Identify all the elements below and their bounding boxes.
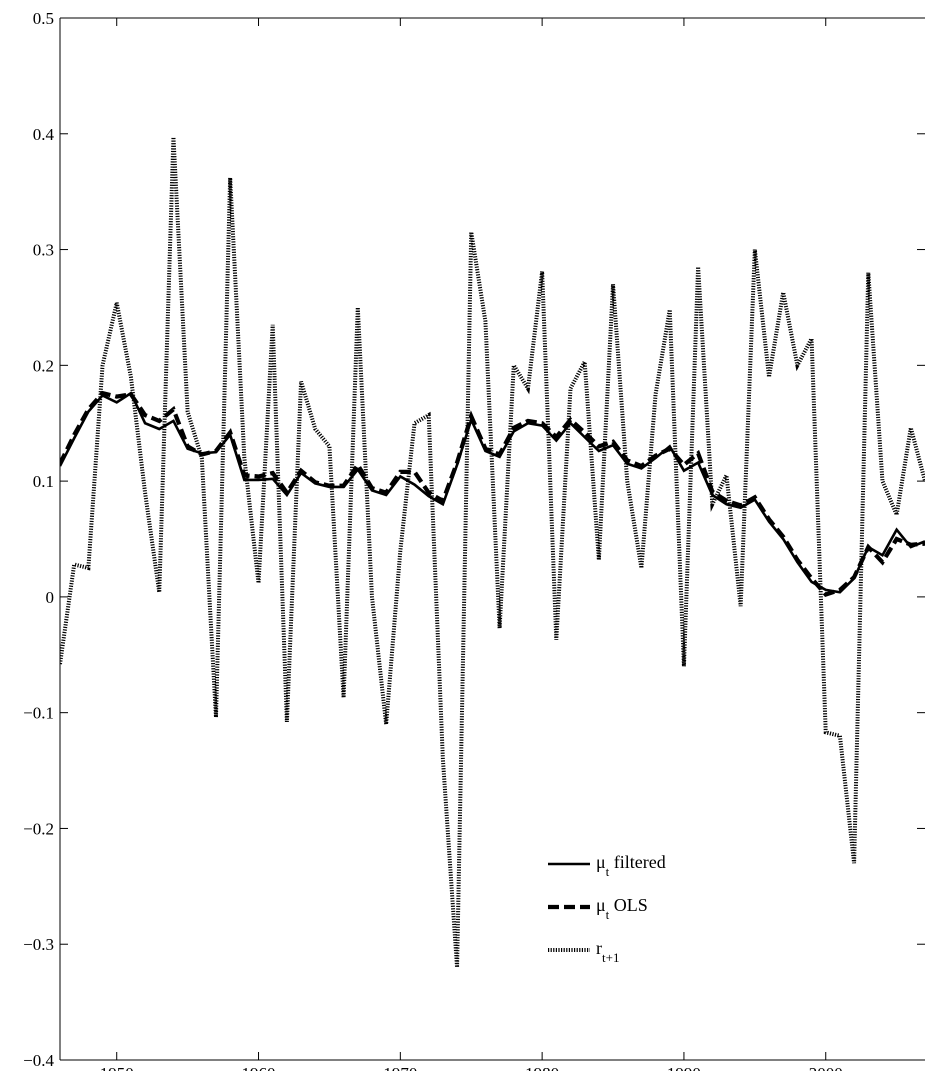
series-line-2 — [60, 137, 925, 968]
y-tick-label: 0.2 — [33, 356, 54, 375]
x-tick-label: 1960 — [242, 1064, 276, 1071]
y-tick-label: −0.2 — [23, 819, 54, 838]
y-tick-label: 0.5 — [33, 9, 54, 28]
legend-label-1: μt OLS — [596, 895, 648, 922]
legend-label-2: rt+1 — [596, 938, 619, 965]
y-tick-label: 0.3 — [33, 241, 54, 260]
y-tick-label: −0.3 — [23, 935, 54, 954]
x-tick-label: 1950 — [100, 1064, 134, 1071]
y-tick-label: 0.1 — [33, 472, 54, 491]
y-tick-label: 0.4 — [33, 125, 55, 144]
series-line-1 — [60, 390, 925, 597]
x-tick-label: 1980 — [525, 1064, 559, 1071]
y-tick-label: 0 — [46, 588, 55, 607]
y-tick-label: −0.4 — [23, 1051, 54, 1070]
x-tick-label: 1990 — [667, 1064, 701, 1071]
legend: μt filtered μt OLS rt+1 — [548, 852, 666, 965]
y-tick-label: −0.1 — [23, 704, 54, 723]
series-layer — [60, 137, 925, 968]
axes-layer: −0.4 −0.3 −0.2 −0.1 0 0.1 0.2 0.3 0.4 0.5 1950 1960… — [23, 9, 925, 1071]
series-line-0 — [60, 391, 925, 594]
legend-label-0: μt filtered — [596, 852, 666, 879]
x-tick-label: 2000 — [809, 1064, 843, 1071]
x-tick-label: 1970 — [383, 1064, 417, 1071]
